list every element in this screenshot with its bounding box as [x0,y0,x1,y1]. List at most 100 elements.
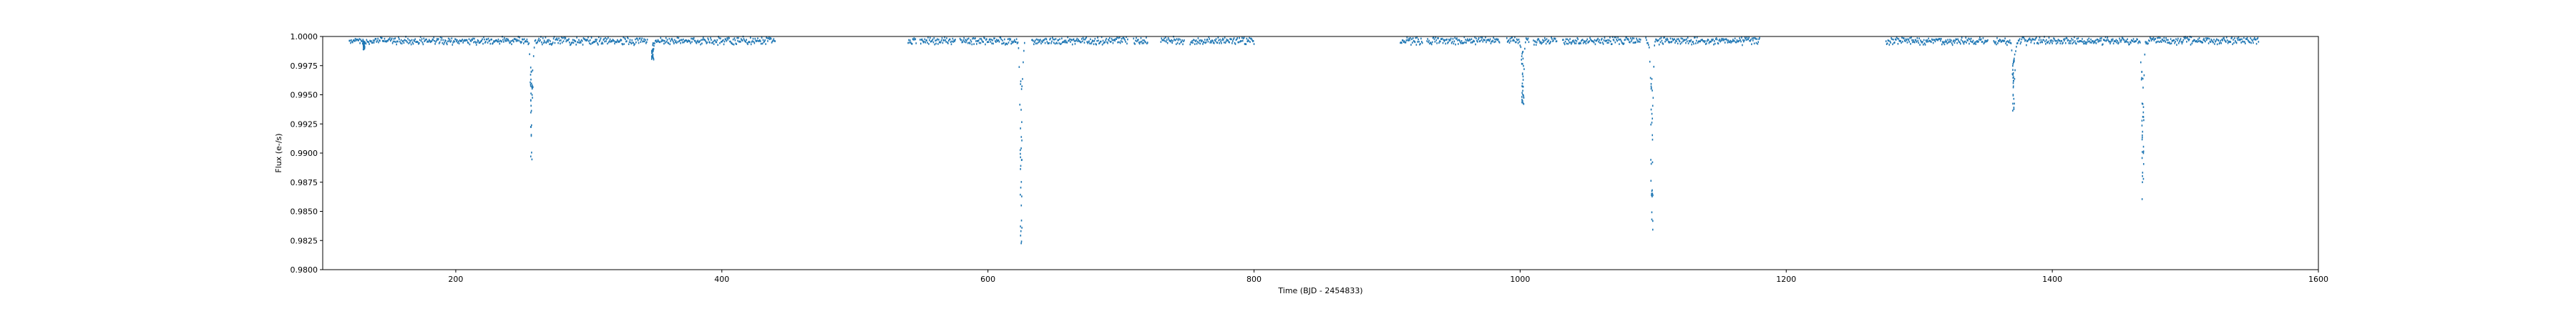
data-point [1005,44,1006,46]
data-point [1174,38,1175,41]
data-point [947,42,949,44]
data-point [530,126,532,128]
data-point [1053,41,1055,44]
data-point [551,44,552,46]
data-point [1090,38,1091,41]
data-point [468,38,470,40]
data-point [2029,39,2031,41]
data-point [1994,41,1996,44]
data-point [1113,39,1116,41]
data-point [635,41,637,44]
data-point [758,40,760,42]
data-point [1428,39,1430,42]
data-point [1000,38,1002,41]
data-point [583,38,585,40]
data-point [1709,41,1711,43]
data-point [1088,41,1089,44]
data-point [560,42,561,45]
data-point [1068,39,1069,42]
data-point [2171,39,2173,42]
data-point [605,40,607,42]
data-point [1968,42,1970,45]
data-point [1474,36,1475,39]
data-point [761,36,763,39]
data-point [2155,37,2157,40]
data-point [741,39,743,41]
data-point [982,41,984,43]
data-point [980,41,982,44]
data-point [2112,39,2113,42]
data-point [2065,36,2067,39]
data-point [1161,39,1163,41]
data-point [1583,40,1585,42]
data-point [1508,41,1511,44]
data-point [1578,42,1580,44]
data-point [714,39,716,42]
data-point [1737,40,1740,43]
data-point [1176,38,1178,40]
data-point [364,41,365,43]
data-point [530,109,532,112]
data-point [1096,39,1098,42]
data-point [1968,37,1969,40]
data-point [484,41,487,43]
data-point [2168,41,2170,44]
data-point [2228,40,2230,43]
data-point [427,40,429,43]
data-point [1708,41,1710,44]
data-point [1752,37,1753,39]
data-point [740,41,741,43]
data-point [960,39,962,41]
data-point [1460,42,1462,44]
data-point [1910,43,1911,45]
data-point [560,39,562,41]
data-point [1020,225,1021,227]
data-point [1717,41,1719,44]
data-point [954,40,955,42]
data-point [2141,102,2143,105]
data-point [676,36,678,39]
data-point [1015,41,1017,44]
data-point [734,39,736,41]
data-point [393,38,395,40]
data-point [2151,38,2153,40]
data-point [2054,39,2056,41]
data-point [1627,37,1629,40]
data-point [532,69,534,72]
data-point [547,39,549,41]
data-point [1089,42,1091,45]
data-point [1727,41,1729,44]
data-point [1448,41,1449,44]
data-point [651,56,653,59]
data-point [1524,47,1526,50]
data-point [381,36,383,39]
data-point [1174,39,1176,41]
data-point [2223,36,2225,39]
data-point [1216,41,1218,44]
data-point [1081,40,1083,43]
data-point [1932,41,1934,44]
data-point [2187,38,2189,41]
data-point [466,39,468,41]
data-point [1127,38,1128,41]
data-point [1733,40,1735,42]
data-point [357,39,359,41]
data-point [400,39,402,41]
data-point [2190,36,2192,39]
data-point [2010,42,2012,44]
data-point [1976,39,1978,42]
data-point [1537,38,1539,40]
data-point [680,41,681,44]
data-point [2224,39,2225,41]
data-point [2157,36,2158,39]
data-point [763,40,766,43]
data-point [2024,39,2026,42]
data-point [2139,40,2140,43]
data-point [1927,40,1929,43]
data-point [1650,180,1652,182]
data-point [756,39,758,42]
data-point [1734,37,1736,40]
data-point [2253,36,2255,39]
data-point [1581,39,1582,42]
data-point [614,42,615,45]
